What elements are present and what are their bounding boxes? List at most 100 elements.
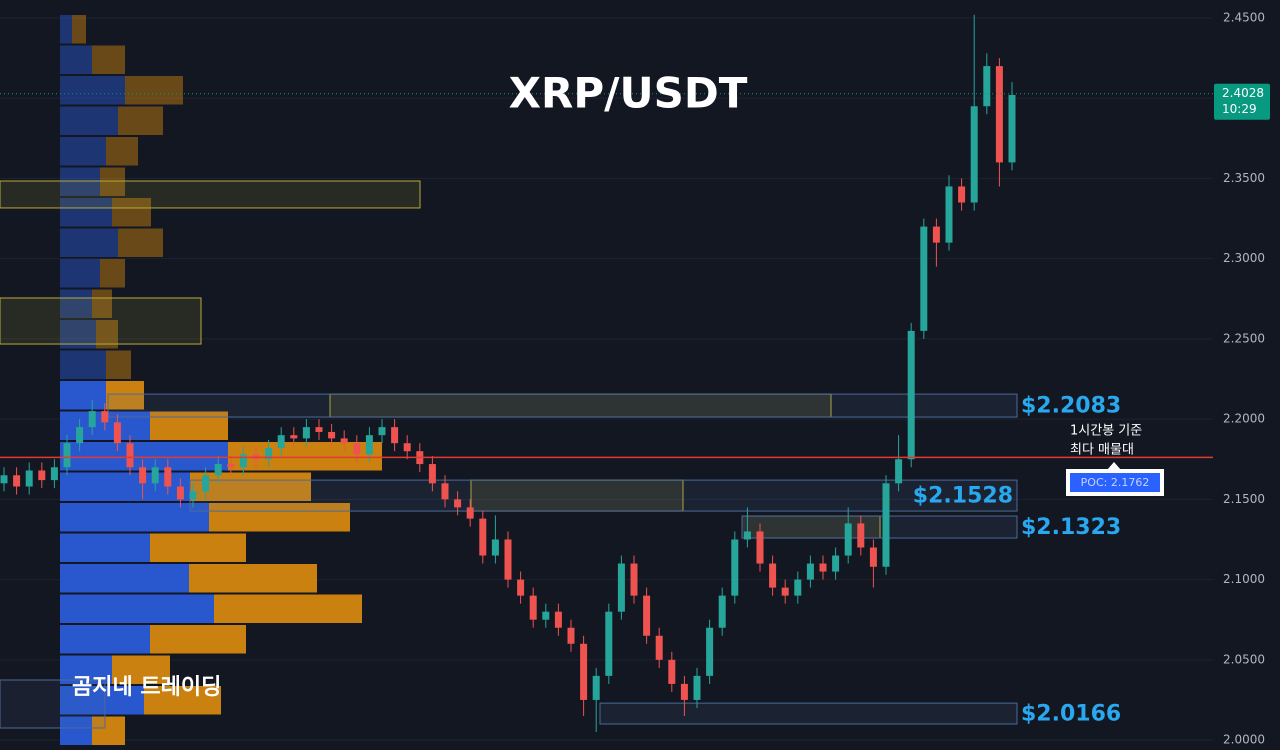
candle-body <box>542 611 550 620</box>
profile-sell <box>92 45 125 74</box>
candle-body <box>970 106 978 203</box>
level-label: $2.1528 <box>913 484 1013 509</box>
y-tick-label: 2.0000 <box>1223 733 1265 747</box>
y-tick-label: 2.4500 <box>1223 10 1265 24</box>
profile-buy <box>60 106 118 135</box>
profile-buy <box>60 442 228 471</box>
poc-note: 1시간봉 기준 <box>1070 424 1142 439</box>
level-box <box>741 515 1018 539</box>
profile-buy <box>60 76 125 105</box>
candle-body <box>227 464 235 468</box>
y-tick-label: 2.0500 <box>1223 652 1265 666</box>
profile-buy <box>60 45 92 74</box>
profile-sell <box>96 320 118 349</box>
level-label: $2.2083 <box>1021 394 1121 419</box>
candle-body <box>50 467 58 481</box>
chart-title: XRP/USDT <box>509 69 748 118</box>
candle-body <box>340 438 348 444</box>
candle-body <box>25 470 33 487</box>
y-tick-label: 2.3500 <box>1223 171 1265 185</box>
y-tick-label: 2.2000 <box>1223 412 1265 426</box>
poc-pointer <box>1107 462 1121 470</box>
profile-buy <box>60 655 112 684</box>
candle-body <box>378 427 386 436</box>
profile-sell <box>112 198 151 227</box>
candle-body <box>895 459 903 484</box>
profile-buy <box>60 137 106 166</box>
candle-body <box>882 483 890 567</box>
candle-body <box>995 66 1003 163</box>
candle-body <box>277 435 285 449</box>
candle-body <box>844 523 852 556</box>
profile-buy <box>60 716 92 745</box>
candle-body <box>239 454 247 468</box>
candle-body <box>0 475 8 484</box>
candle-body <box>164 467 172 487</box>
y-tick-label: 2.2500 <box>1223 331 1265 345</box>
candle-body <box>907 330 915 460</box>
candle-body <box>454 499 462 508</box>
profile-sell <box>125 76 183 105</box>
candle-body <box>126 443 134 468</box>
level-box <box>599 702 1018 725</box>
profile-sell <box>189 564 317 593</box>
candle-body <box>769 563 777 588</box>
last-price-tag <box>1214 83 1270 120</box>
profile-buy <box>60 198 112 227</box>
profile-sell <box>92 716 125 745</box>
profile-buy <box>60 594 214 623</box>
candle-body <box>630 563 638 596</box>
profile-buy <box>60 289 92 318</box>
profile-sell <box>214 594 362 623</box>
candle-body <box>554 611 562 628</box>
profile-buy <box>60 350 106 379</box>
profile-buy <box>60 259 100 288</box>
candle-body <box>857 523 865 548</box>
candle-body <box>214 464 222 476</box>
candle-body <box>365 435 373 455</box>
profile-sell <box>100 259 125 288</box>
candle-body <box>794 579 802 596</box>
candle-body <box>945 186 953 243</box>
profile-buy <box>60 564 189 593</box>
poc-note: 최다 매물대 <box>1070 443 1134 458</box>
candle-body <box>76 427 84 444</box>
candle-body <box>353 443 361 455</box>
candle-body <box>504 539 512 580</box>
profile-sell <box>92 289 112 318</box>
candle-body <box>693 675 701 700</box>
profile-buy <box>60 503 209 532</box>
y-tick-label: 2.1500 <box>1223 492 1265 506</box>
profile-buy <box>60 228 118 257</box>
candle-body <box>428 464 436 484</box>
candle-body <box>920 226 928 331</box>
profile-buy <box>60 167 100 196</box>
candle-body <box>265 448 273 460</box>
last-price-label: 2.4028 <box>1222 86 1264 100</box>
candle-body <box>113 422 121 444</box>
candle-body <box>932 226 940 243</box>
profile-sell <box>118 228 163 257</box>
candle-body <box>617 563 625 612</box>
level-box <box>189 479 1018 512</box>
candle-body <box>101 411 109 423</box>
candle-body <box>63 443 71 468</box>
zone <box>0 297 202 345</box>
level-label: $2.1323 <box>1021 515 1121 540</box>
profile-buy <box>60 15 72 44</box>
candle-body <box>743 531 751 540</box>
candle-body <box>580 643 588 700</box>
candle-body <box>706 627 714 676</box>
poc-label: POC: 2.1762 <box>1081 476 1150 489</box>
candle-body <box>958 186 966 203</box>
candle-body <box>869 547 877 567</box>
candle-body <box>189 491 197 500</box>
candle-body <box>529 595 537 620</box>
candle-body <box>139 467 147 484</box>
candle-body <box>983 66 991 107</box>
candle-body <box>202 475 210 492</box>
candle-body <box>88 411 96 428</box>
candle-body <box>668 659 676 684</box>
candle-body <box>643 595 651 636</box>
candle-body <box>605 611 613 676</box>
